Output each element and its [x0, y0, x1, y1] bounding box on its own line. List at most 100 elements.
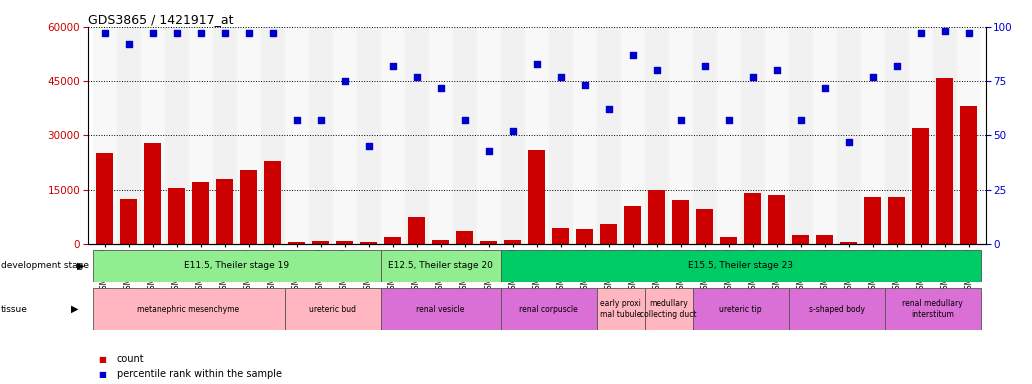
- Bar: [456, 231, 473, 244]
- Bar: [140, 27, 164, 244]
- Point: [816, 84, 833, 91]
- Bar: [957, 27, 980, 244]
- Text: medullary
collecting duct: medullary collecting duct: [641, 300, 697, 319]
- Point: [240, 30, 257, 36]
- Text: ureteric tip: ureteric tip: [719, 305, 762, 314]
- Text: development stage: development stage: [1, 262, 89, 270]
- Bar: [236, 27, 260, 244]
- Bar: [381, 250, 501, 282]
- Bar: [961, 106, 977, 244]
- Text: E12.5, Theiler stage 20: E12.5, Theiler stage 20: [388, 262, 493, 270]
- Point: [865, 74, 881, 80]
- Bar: [624, 206, 641, 244]
- Bar: [117, 27, 140, 244]
- Bar: [357, 27, 381, 244]
- Bar: [720, 237, 737, 244]
- Text: ▶: ▶: [70, 304, 78, 314]
- Bar: [596, 288, 645, 330]
- Bar: [912, 128, 929, 244]
- Text: renal medullary
interstitum: renal medullary interstitum: [902, 300, 963, 319]
- Bar: [793, 235, 809, 244]
- Bar: [309, 27, 332, 244]
- Point: [360, 143, 377, 149]
- Bar: [477, 27, 501, 244]
- Point: [456, 117, 473, 123]
- Bar: [889, 197, 905, 244]
- Bar: [596, 27, 620, 244]
- Bar: [861, 27, 884, 244]
- Text: renal corpuscle: renal corpuscle: [519, 305, 578, 314]
- Point: [217, 30, 233, 36]
- Bar: [884, 27, 909, 244]
- Point: [528, 61, 545, 67]
- Bar: [428, 27, 453, 244]
- Bar: [816, 235, 833, 244]
- Point: [769, 67, 785, 73]
- Bar: [524, 27, 549, 244]
- Bar: [865, 197, 881, 244]
- Bar: [692, 288, 788, 330]
- Text: renal vesicle: renal vesicle: [417, 305, 464, 314]
- Point: [936, 28, 953, 34]
- Bar: [768, 195, 785, 244]
- Bar: [501, 250, 980, 282]
- Text: ▶: ▶: [76, 261, 85, 271]
- Bar: [744, 193, 761, 244]
- Text: E15.5, Theiler stage 23: E15.5, Theiler stage 23: [688, 262, 794, 270]
- Bar: [285, 27, 309, 244]
- Bar: [192, 182, 208, 244]
- Point: [577, 83, 593, 89]
- Point: [96, 30, 112, 36]
- Bar: [552, 228, 569, 244]
- Point: [144, 30, 161, 36]
- Bar: [93, 288, 285, 330]
- Text: tissue: tissue: [1, 305, 28, 314]
- Text: ■: ■: [98, 370, 106, 379]
- Text: ureteric bud: ureteric bud: [310, 305, 356, 314]
- Bar: [788, 27, 813, 244]
- Bar: [312, 241, 329, 244]
- Bar: [697, 210, 713, 244]
- Bar: [189, 27, 213, 244]
- Point: [505, 128, 521, 134]
- Bar: [480, 241, 497, 244]
- Point: [601, 106, 617, 113]
- Bar: [93, 27, 117, 244]
- Bar: [240, 170, 257, 244]
- Bar: [788, 288, 884, 330]
- Bar: [501, 288, 596, 330]
- Bar: [837, 27, 861, 244]
- Bar: [884, 288, 980, 330]
- Text: percentile rank within the sample: percentile rank within the sample: [117, 369, 282, 379]
- Bar: [645, 288, 692, 330]
- Text: early proxi
mal tubule: early proxi mal tubule: [600, 300, 641, 319]
- Text: GDS3865 / 1421917_at: GDS3865 / 1421917_at: [88, 13, 233, 26]
- Bar: [601, 224, 617, 244]
- Bar: [669, 27, 692, 244]
- Bar: [432, 240, 449, 244]
- Bar: [765, 27, 788, 244]
- Bar: [285, 288, 381, 330]
- Point: [432, 84, 449, 91]
- Point: [288, 117, 304, 123]
- Text: s-shaped body: s-shaped body: [809, 305, 865, 314]
- Point: [168, 30, 185, 36]
- Bar: [120, 199, 137, 244]
- Bar: [645, 27, 669, 244]
- Bar: [260, 27, 285, 244]
- Bar: [840, 242, 858, 244]
- Point: [552, 74, 569, 80]
- Point: [264, 30, 281, 36]
- Bar: [168, 188, 185, 244]
- Bar: [409, 217, 425, 244]
- Text: E11.5, Theiler stage 19: E11.5, Theiler stage 19: [184, 262, 289, 270]
- Bar: [576, 229, 593, 244]
- Point: [912, 30, 929, 36]
- Bar: [288, 242, 305, 244]
- Bar: [405, 27, 428, 244]
- Bar: [96, 154, 112, 244]
- Bar: [909, 27, 933, 244]
- Bar: [573, 27, 596, 244]
- Text: ■: ■: [98, 354, 106, 364]
- Bar: [360, 242, 377, 244]
